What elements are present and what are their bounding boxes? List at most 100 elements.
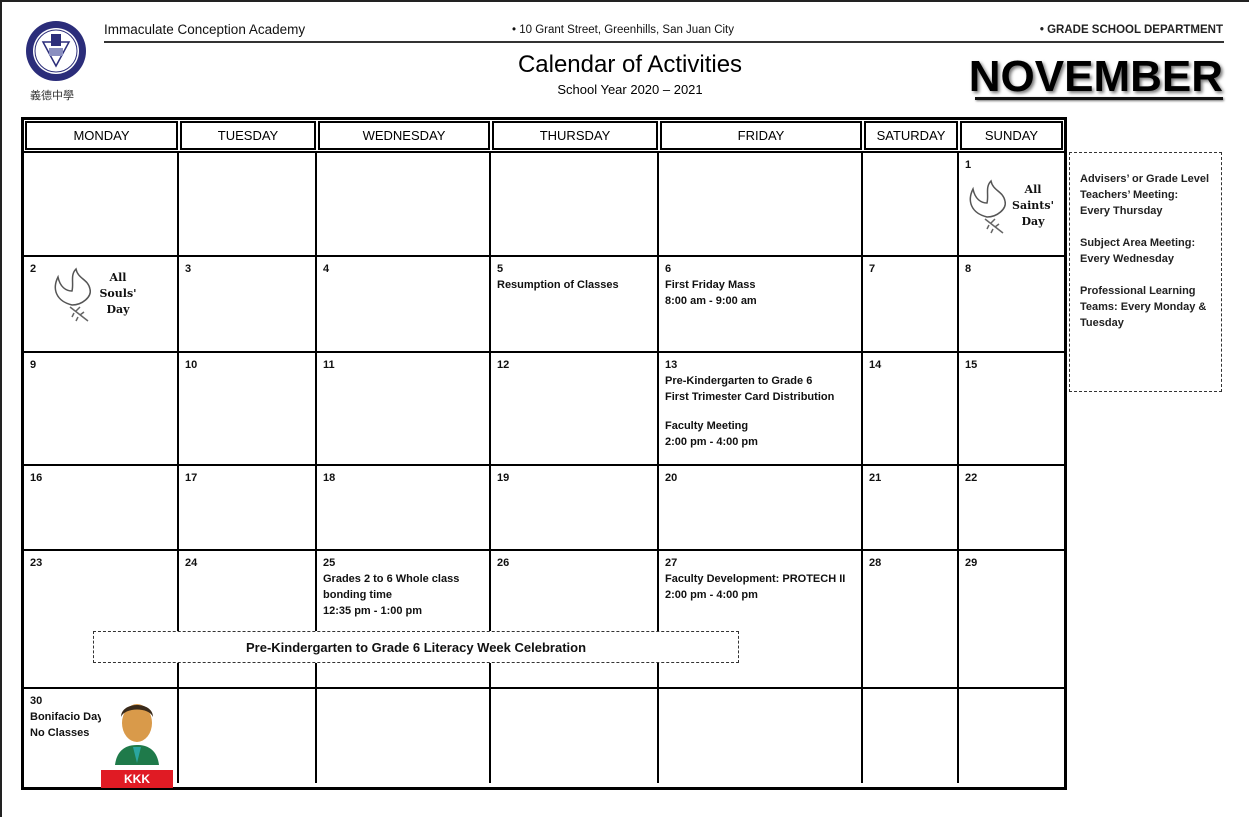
empty-day-cell (179, 687, 317, 783)
day-number: 19 (497, 472, 510, 484)
day-header-wednesday: WEDNESDAY (318, 121, 490, 150)
day-cell-4: 4 (317, 255, 491, 351)
day-cell-1: 1 All Saints' Day (959, 151, 1064, 255)
day-cell-12: 12 (491, 351, 659, 464)
event-line: Resumption of Classes (497, 279, 619, 291)
event: Bonifacio Day No Classes (30, 709, 171, 741)
logo-chinese-text: 義德中學 (30, 89, 74, 102)
day-number: 7 (869, 263, 876, 275)
dove-icon: All Souls' Day (48, 265, 140, 323)
holiday-image-label: All Souls' Day (99, 271, 137, 316)
header-divider (104, 41, 1224, 43)
day-number: 26 (497, 557, 510, 569)
day-cell-7: 7 (863, 255, 959, 351)
day-cell-10: 10 (179, 351, 317, 464)
day-number: 21 (869, 472, 882, 484)
day-number: 15 (965, 359, 978, 371)
day-cell-25: 25 Grades 2 to 6 Whole class bonding time 1… (317, 549, 491, 687)
event: Grades 2 to 6 Whole class bonding time 12:… (323, 571, 483, 619)
day-header-sunday: SUNDAY (960, 121, 1063, 150)
day-number: 11 (323, 359, 335, 371)
empty-day-cell (317, 151, 491, 255)
event: First Friday Mass 8:00 am - 9:00 am (665, 277, 855, 309)
event-line: Faculty Development: PROTECH II (665, 573, 846, 585)
empty-day-cell (659, 151, 863, 255)
event-line: 2:00 pm - 4:00 pm (665, 436, 758, 448)
day-cell-6: 6 First Friday Mass 8:00 am - 9:00 am (659, 255, 863, 351)
day-cell-26: 26 (491, 549, 659, 687)
banner-text: Pre-Kindergarten to Grade 6 Literacy Wee… (245, 639, 587, 655)
day-number: 9 (30, 359, 37, 371)
day-cell-3: 3 (179, 255, 317, 351)
holiday-image-label: All Saints' Day (1012, 183, 1054, 228)
day-number: 6 (665, 263, 672, 275)
empty-day-cell (317, 687, 491, 783)
department-name: • GRADE SCHOOL DEPARTMENT (1039, 24, 1223, 36)
event: Faculty Development: PROTECH II 2:00 pm -… (665, 571, 855, 603)
bonifacio-portrait: KKK (101, 693, 173, 788)
day-cell-8: 8 (959, 255, 1064, 351)
note-item: Advisers’ or Grade Level Teachers’ Meeti… (1080, 173, 1210, 217)
day-cell-5: 5 Resumption of Classes (491, 255, 659, 351)
day-number: 24 (185, 557, 198, 569)
day-header-saturday: SATURDAY (864, 121, 958, 150)
day-number: 2 (30, 263, 37, 275)
day-number: 17 (185, 472, 198, 484)
school-name: Immaculate Conception Academy (104, 22, 306, 37)
event-line: 8:00 am - 9:00 am (665, 295, 757, 307)
day-header-monday: MONDAY (25, 121, 178, 150)
day-cell-20: 20 (659, 464, 863, 549)
day-cell-18: 18 (317, 464, 491, 549)
empty-day-cell (659, 687, 863, 783)
empty-day-cell (491, 687, 659, 783)
note-item: Professional Learning Teams: Every Monda… (1080, 285, 1207, 329)
day-number: 22 (965, 472, 978, 484)
event-line: Pre-Kindergarten to Grade 6 (665, 375, 813, 387)
event-line: Bonifacio Day (30, 711, 104, 723)
day-number: 25 (323, 557, 336, 569)
day-number: 1 (965, 159, 972, 171)
day-cell-30: 30 Bonifacio Day No Classes KKK (24, 687, 179, 788)
day-cell-21: 21 (863, 464, 959, 549)
event-line: No Classes (30, 727, 90, 739)
day-cell-24: 24 (179, 549, 317, 687)
event-line: 2:00 pm - 4:00 pm (665, 589, 758, 601)
day-cell-22: 22 (959, 464, 1064, 549)
event: Resumption of Classes (497, 277, 651, 293)
month-underline (975, 97, 1223, 100)
day-number: 23 (30, 557, 43, 569)
event-line: 12:35 pm - 1:00 pm (323, 605, 423, 617)
month-title: NOVEMBER (968, 52, 1223, 101)
event-line: bonding time (323, 589, 393, 601)
empty-day-cell (863, 687, 959, 783)
note-item: Subject Area Meeting: Every Wednesday (1080, 237, 1196, 265)
day-number: 13 (665, 359, 678, 371)
kkk-flag: KKK (101, 770, 173, 788)
event-line: Grades 2 to 6 Whole class (323, 573, 460, 585)
day-cell-28: 28 (863, 549, 959, 687)
day-cell-9: 9 (24, 351, 179, 464)
day-number: 10 (185, 359, 198, 371)
school-address: • 10 Grant Street, Greenhills, San Juan … (512, 24, 734, 36)
day-number: 29 (965, 557, 978, 569)
day-cell-16: 16 (24, 464, 179, 549)
day-number: 14 (869, 359, 882, 371)
day-cell-2: 2 All Souls' Day (24, 255, 179, 351)
day-cell-23: 23 (24, 549, 179, 687)
day-cell-13: 13 Pre-Kindergarten to Grade 6 First Trime… (659, 351, 863, 464)
page-subtitle: School Year 2020 – 2021 (557, 82, 703, 97)
empty-day-cell (959, 687, 1064, 783)
day-number: 28 (869, 557, 882, 569)
day-cell-19: 19 (491, 464, 659, 549)
day-number: 3 (185, 263, 192, 275)
empty-day-cell (491, 151, 659, 255)
day-number: 8 (965, 263, 972, 275)
empty-day-cell (863, 151, 959, 255)
literacy-week-banner: Pre-Kindergarten to Grade 6 Literacy Wee… (93, 631, 739, 663)
empty-day-cell (179, 151, 317, 255)
day-number: 12 (497, 359, 510, 371)
day-header-friday: FRIDAY (660, 121, 862, 150)
recurring-meetings-note: Advisers’ or Grade Level Teachers’ Meeti… (1069, 152, 1222, 392)
dove-icon: All Saints' Day (963, 177, 1055, 235)
